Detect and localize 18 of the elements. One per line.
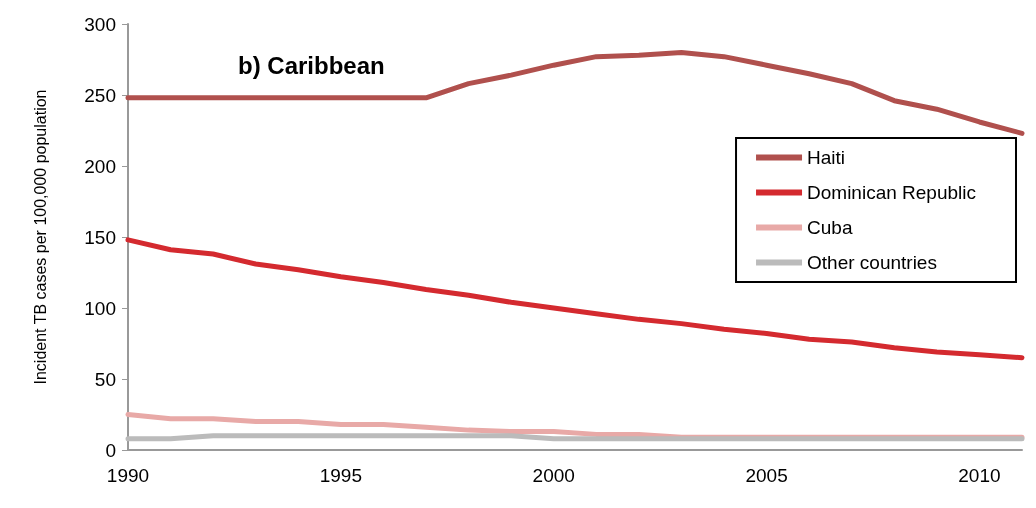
y-tick-label: 300 [84,13,116,35]
x-tick-label: 1995 [319,465,362,486]
text: b) Caribbean [238,51,385,79]
y-tick-label: 250 [84,84,116,106]
legend-label: Haiti [807,147,846,168]
x-tick-label: 1990 [106,465,150,486]
legend-label: Other countries [807,252,937,273]
y-tick-label: 50 [94,368,116,390]
x-tick-label: 2010 [958,465,1001,486]
x-tick-label: 2000 [532,465,575,486]
legend-label: Dominican Republic [807,182,976,203]
y-axis-title: Incident TB cases per 100,000 population [31,89,49,385]
x-tick-label: 2005 [745,465,788,486]
legend-label: Cuba [807,217,853,238]
y-tick-label: 0 [105,439,116,461]
y-tick-label: 100 [84,297,116,319]
y-tick-label: 200 [84,155,116,177]
y-tick-label: 150 [84,226,116,248]
